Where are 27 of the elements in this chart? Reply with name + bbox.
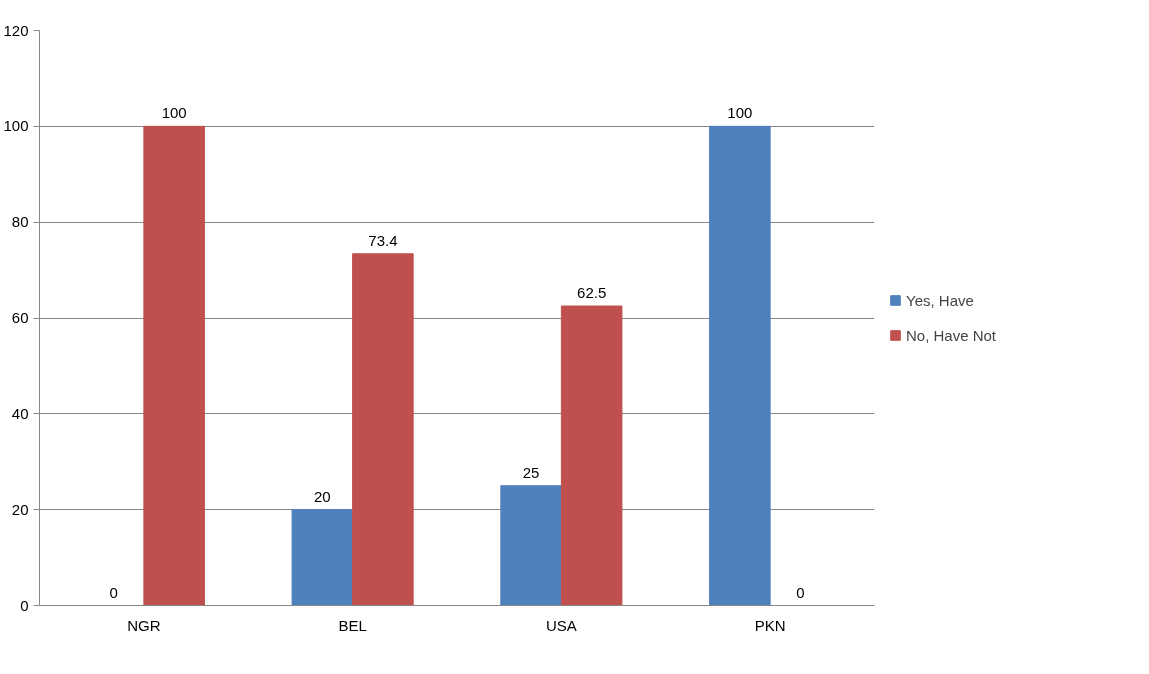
data-label: 100 xyxy=(161,104,187,122)
data-label: 0 xyxy=(109,583,118,601)
y-tick-label: 40 xyxy=(11,404,29,422)
bar xyxy=(143,125,205,606)
x-tick-label: BEL xyxy=(338,616,367,634)
bar xyxy=(352,253,414,606)
data-label: 73.4 xyxy=(368,231,398,249)
data-label: 62.5 xyxy=(577,284,607,302)
bar xyxy=(500,485,562,606)
y-tick-label: 120 xyxy=(3,21,29,39)
x-tick-label: NGR xyxy=(127,616,161,634)
x-tick-label: USA xyxy=(545,616,577,634)
legend-label: Yes, Have xyxy=(906,291,974,309)
bar xyxy=(560,305,623,606)
y-tick-label: 60 xyxy=(11,309,29,326)
bar xyxy=(709,125,771,606)
data-label: 0 xyxy=(796,583,805,601)
y-tick-label: 80 xyxy=(11,213,29,231)
y-tick-label: 0 xyxy=(20,596,29,614)
x-tick-label: PKN xyxy=(754,616,786,634)
y-tick-label: 100 xyxy=(3,117,29,135)
legend-label: No, Have Not xyxy=(906,326,997,344)
data-label: 100 xyxy=(727,104,753,122)
data-label: 25 xyxy=(522,463,540,481)
data-label: 20 xyxy=(314,487,331,505)
y-tick-label: 20 xyxy=(11,500,29,518)
bar xyxy=(291,509,354,606)
